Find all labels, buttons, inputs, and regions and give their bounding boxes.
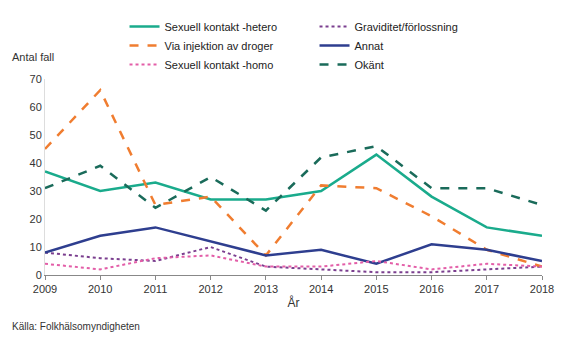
svg-text:30: 30 [30, 185, 42, 197]
svg-text:Sexuell kontakt -hetero: Sexuell kontakt -hetero [165, 21, 278, 33]
svg-text:Annat: Annat [355, 40, 384, 52]
svg-text:Graviditet/förlossning: Graviditet/förlossning [355, 21, 458, 33]
svg-text:2009: 2009 [33, 283, 57, 295]
svg-text:20: 20 [30, 213, 42, 225]
svg-text:År: År [288, 295, 300, 310]
svg-text:70: 70 [30, 73, 42, 85]
svg-text:40: 40 [30, 157, 42, 169]
svg-text:60: 60 [30, 101, 42, 113]
svg-text:2018: 2018 [530, 283, 554, 295]
svg-text:2011: 2011 [144, 283, 168, 295]
svg-text:Sexuell kontakt -homo: Sexuell kontakt -homo [165, 59, 274, 71]
svg-text:2016: 2016 [419, 283, 443, 295]
svg-text:2010: 2010 [88, 283, 112, 295]
svg-text:2017: 2017 [475, 283, 499, 295]
svg-text:10: 10 [30, 241, 42, 253]
svg-text:Antal fall: Antal fall [12, 51, 54, 63]
svg-text:Via injektion av droger: Via injektion av droger [165, 40, 274, 52]
svg-text:0: 0 [36, 269, 42, 281]
svg-text:50: 50 [30, 129, 42, 141]
svg-text:2012: 2012 [198, 283, 222, 295]
svg-text:2014: 2014 [309, 283, 333, 295]
svg-text:2015: 2015 [364, 283, 388, 295]
svg-text:Källa: Folkhälsomyndigheten: Källa: Folkhälsomyndigheten [12, 321, 140, 332]
svg-text:Okänt: Okänt [355, 59, 384, 71]
svg-text:2013: 2013 [254, 283, 278, 295]
